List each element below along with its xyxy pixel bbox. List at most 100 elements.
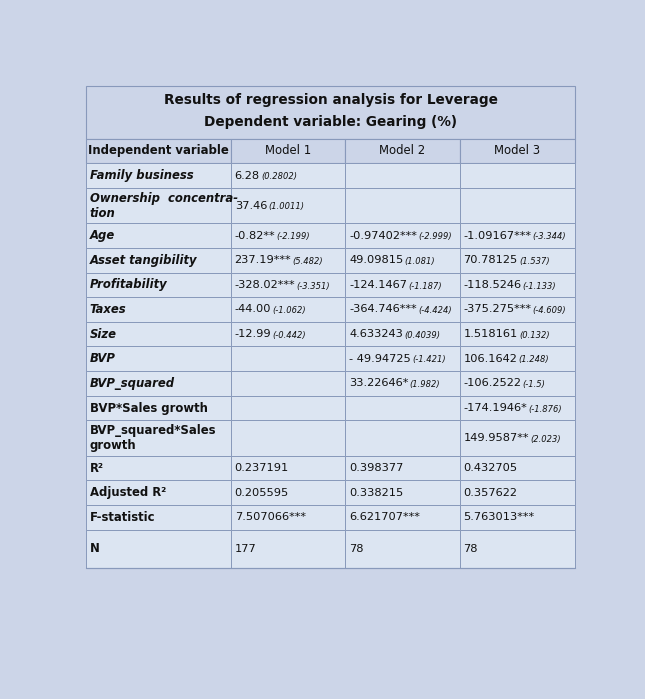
- Text: 1.518161: 1.518161: [464, 329, 518, 339]
- Text: 0.432705: 0.432705: [464, 463, 518, 473]
- Bar: [231, 396, 345, 420]
- Bar: [231, 273, 345, 297]
- Bar: [460, 248, 575, 273]
- Bar: [345, 505, 460, 530]
- Text: (-4.424): (-4.424): [418, 306, 452, 315]
- Text: (1.537): (1.537): [519, 257, 550, 266]
- Text: Family business: Family business: [90, 169, 194, 182]
- Text: Ownership  concentra-
tion: Ownership concentra- tion: [90, 192, 238, 219]
- Bar: [460, 223, 575, 248]
- Bar: [345, 420, 460, 456]
- Bar: [345, 347, 460, 371]
- Bar: [231, 297, 345, 322]
- Text: 177: 177: [235, 544, 257, 554]
- Text: 237.19***: 237.19***: [235, 255, 292, 265]
- Bar: [86, 138, 231, 163]
- Bar: [460, 163, 575, 188]
- Text: BVP_squared: BVP_squared: [90, 377, 175, 390]
- Bar: [460, 420, 575, 456]
- Text: (5.482): (5.482): [292, 257, 323, 266]
- Bar: [345, 248, 460, 273]
- Text: (-2.999): (-2.999): [418, 232, 452, 241]
- Text: (1.0011): (1.0011): [268, 202, 304, 211]
- Bar: [86, 396, 231, 420]
- Bar: [345, 396, 460, 420]
- Text: 49.09815: 49.09815: [349, 255, 403, 265]
- Text: 0.205595: 0.205595: [235, 488, 289, 498]
- Bar: [231, 530, 345, 568]
- Text: 0.398377: 0.398377: [349, 463, 404, 473]
- Bar: [231, 480, 345, 505]
- Text: -364.746***: -364.746***: [349, 305, 417, 315]
- Text: -44.00: -44.00: [235, 305, 271, 315]
- Text: (1.982): (1.982): [410, 380, 441, 389]
- Text: (-3.351): (-3.351): [297, 282, 330, 291]
- Bar: [231, 322, 345, 347]
- Bar: [460, 456, 575, 480]
- Bar: [460, 396, 575, 420]
- Bar: [231, 456, 345, 480]
- Text: R²: R²: [90, 461, 104, 475]
- Bar: [86, 248, 231, 273]
- Bar: [231, 223, 345, 248]
- Text: (-0.442): (-0.442): [272, 331, 306, 340]
- Bar: [231, 371, 345, 396]
- Text: BVP*Sales growth: BVP*Sales growth: [90, 401, 208, 415]
- Text: -106.2522: -106.2522: [464, 378, 522, 389]
- Text: (0.2802): (0.2802): [261, 172, 297, 181]
- Text: -12.99: -12.99: [235, 329, 272, 339]
- Text: Independent variable: Independent variable: [88, 145, 229, 157]
- Bar: [86, 163, 231, 188]
- Text: 149.9587**: 149.9587**: [464, 433, 529, 443]
- Bar: [86, 505, 231, 530]
- Bar: [460, 371, 575, 396]
- Text: Adjusted R²: Adjusted R²: [90, 487, 166, 499]
- Text: -328.02***: -328.02***: [235, 280, 295, 290]
- Bar: [345, 223, 460, 248]
- Text: 4.633243: 4.633243: [349, 329, 403, 339]
- Text: (-4.609): (-4.609): [533, 306, 566, 315]
- Bar: [231, 248, 345, 273]
- Bar: [345, 371, 460, 396]
- Bar: [345, 188, 460, 223]
- Text: (-1.133): (-1.133): [523, 282, 557, 291]
- Bar: [86, 480, 231, 505]
- Text: (-1.876): (-1.876): [528, 405, 562, 414]
- Text: Asset tangibility: Asset tangibility: [90, 254, 197, 267]
- Bar: [231, 188, 345, 223]
- Bar: [460, 480, 575, 505]
- Text: Profitability: Profitability: [90, 278, 168, 291]
- Text: 6.28: 6.28: [235, 171, 260, 180]
- Bar: [86, 530, 231, 568]
- Bar: [86, 297, 231, 322]
- Bar: [86, 322, 231, 347]
- Text: 7.507066***: 7.507066***: [235, 512, 306, 522]
- Text: -0.97402***: -0.97402***: [349, 231, 417, 240]
- Bar: [460, 273, 575, 297]
- Bar: [231, 420, 345, 456]
- Bar: [231, 505, 345, 530]
- Bar: [345, 530, 460, 568]
- Text: F-statistic: F-statistic: [90, 511, 155, 524]
- Text: 78: 78: [349, 544, 364, 554]
- Bar: [460, 347, 575, 371]
- Bar: [345, 456, 460, 480]
- Bar: [86, 86, 575, 138]
- Text: 37.46: 37.46: [235, 201, 267, 210]
- Text: Model 3: Model 3: [494, 145, 541, 157]
- Text: Results of regression analysis for Leverage: Results of regression analysis for Lever…: [164, 93, 497, 107]
- Text: -0.82**: -0.82**: [235, 231, 275, 240]
- Bar: [86, 420, 231, 456]
- Text: 106.1642: 106.1642: [464, 354, 517, 363]
- Text: 0.338215: 0.338215: [349, 488, 403, 498]
- Text: (-2.199): (-2.199): [277, 232, 310, 241]
- Text: -118.5246: -118.5246: [464, 280, 522, 290]
- Text: Model 1: Model 1: [265, 145, 311, 157]
- Bar: [86, 456, 231, 480]
- Bar: [86, 347, 231, 371]
- Text: 70.78125: 70.78125: [464, 255, 518, 265]
- Bar: [345, 322, 460, 347]
- Text: (2.023): (2.023): [530, 435, 561, 444]
- Bar: [345, 163, 460, 188]
- Bar: [345, 480, 460, 505]
